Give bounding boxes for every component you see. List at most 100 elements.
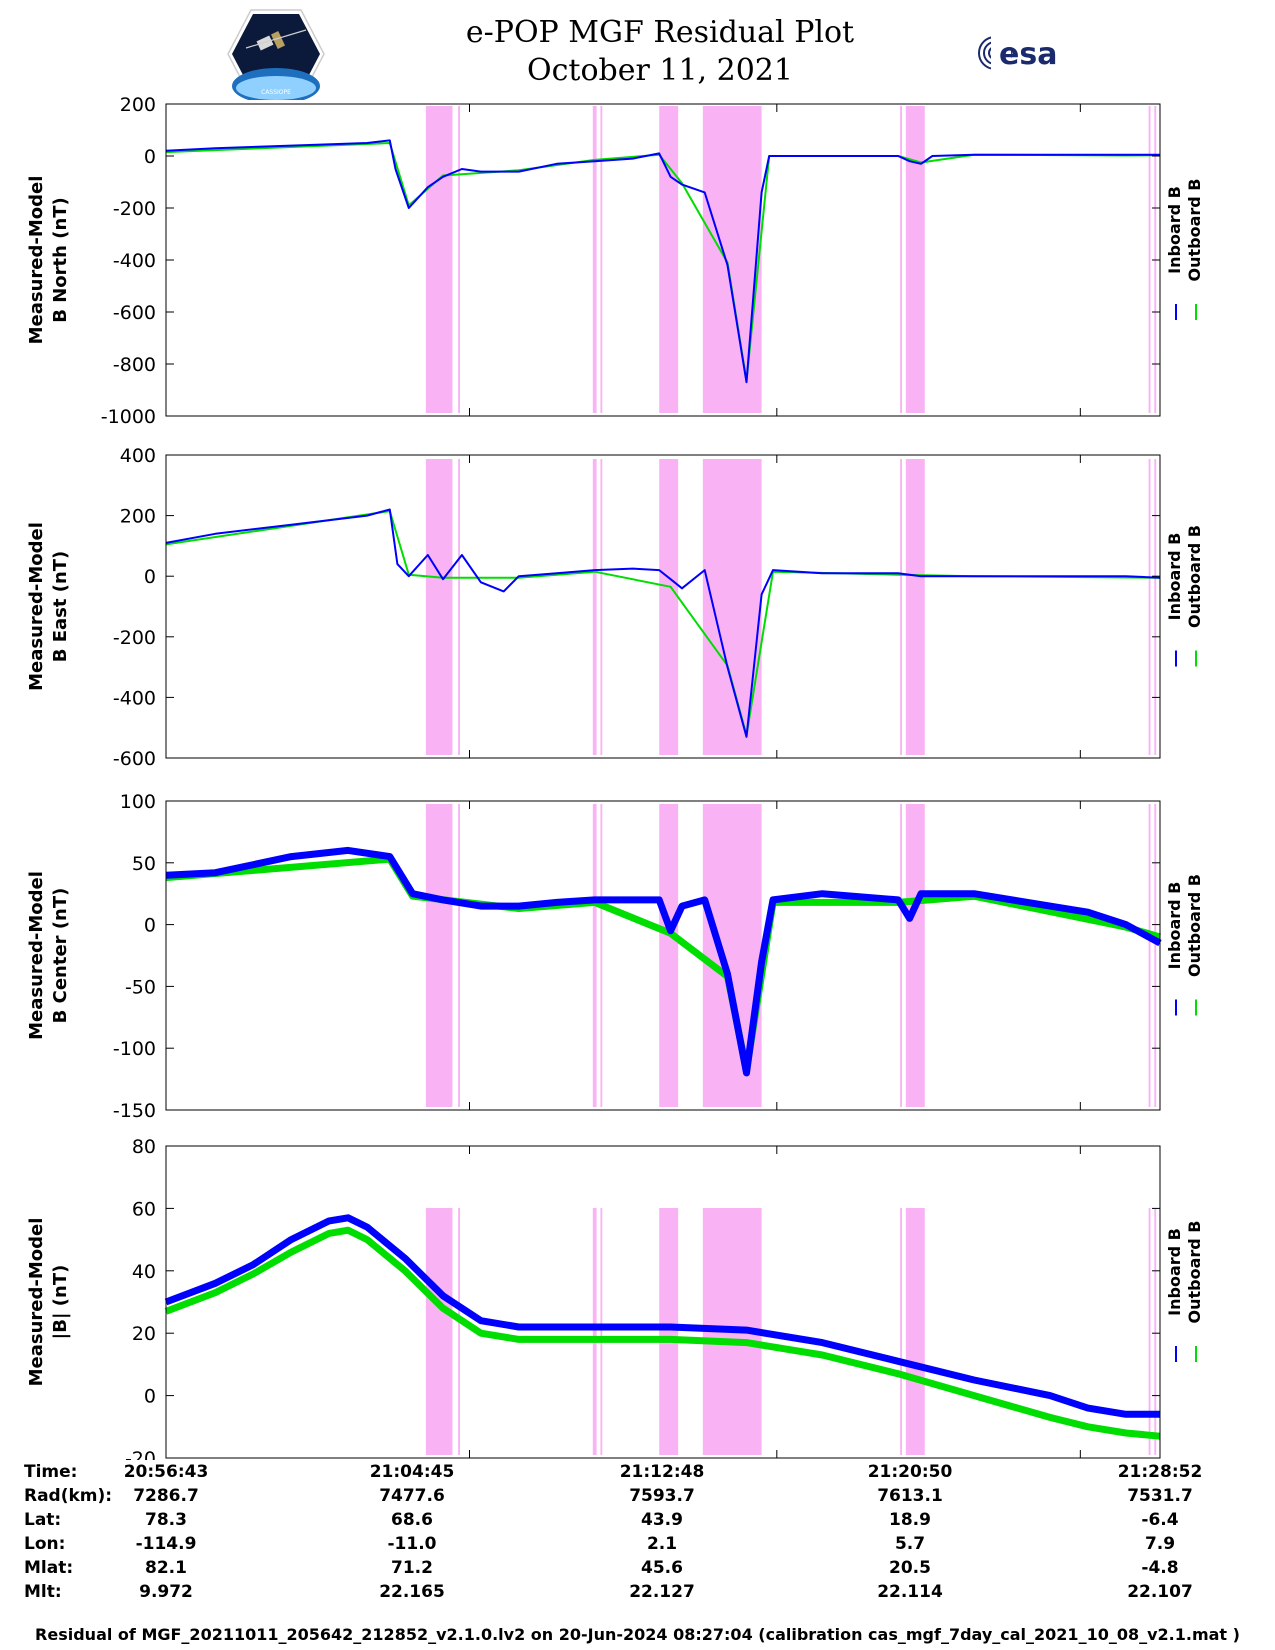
y-tick-label: 0 — [144, 915, 156, 937]
ephemeris-value: 2.1 — [646, 1534, 678, 1554]
ephemeris-value: 7613.1 — [877, 1486, 943, 1506]
ephemeris-value: -4.8 — [1141, 1558, 1179, 1578]
shaded-interval — [592, 1208, 597, 1455]
y-tick-label: 200 — [120, 94, 156, 116]
y-tick-label: 20 — [132, 1323, 156, 1345]
y-tick-label: 60 — [132, 1198, 156, 1220]
ephemeris-value: 22.107 — [1127, 1582, 1193, 1602]
plot-frame — [165, 454, 1161, 759]
ephemeris-value: 21:28:52 — [1117, 1462, 1203, 1482]
shaded-interval — [458, 106, 461, 413]
y-axis-label-line2: B East (nT) — [50, 551, 71, 663]
shaded-interval — [702, 106, 762, 413]
y-axis-label-line1: Measured-Model — [26, 1218, 47, 1387]
y-tick-label: -150 — [113, 1100, 156, 1122]
ephemeris-table: Time: 20:56:43 21:04:45 21:12:48 21:20:50 21:… — [0, 1462, 1275, 1612]
ephemeris-value: 7477.6 — [379, 1486, 445, 1506]
legend-entry-label: Outboard B — [1185, 1221, 1204, 1324]
chart-legend: Inboard B Outboard B — [1165, 525, 1204, 628]
ephemeris-value: 21:12:48 — [619, 1462, 705, 1482]
ephemeris-row: Lon: -114.9 -11.0 2.1 5.7 7.9 — [0, 1534, 1275, 1558]
shaded-interval — [592, 106, 597, 413]
ephemeris-value: 7.9 — [1144, 1534, 1176, 1554]
ephemeris-value: 20.5 — [889, 1558, 931, 1578]
ephemeris-value: 5.7 — [894, 1534, 926, 1554]
ephemeris-value: 9.972 — [139, 1582, 193, 1602]
shaded-interval — [702, 804, 762, 1107]
y-tick-label: -1000 — [101, 406, 156, 428]
y-tick-label: 200 — [120, 506, 156, 528]
ephemeris-value: 45.6 — [641, 1558, 683, 1578]
ephemeris-value: 78.3 — [145, 1510, 187, 1530]
ephemeris-label: Lon: — [24, 1534, 66, 1554]
y-axis-label-line1: Measured-Model — [26, 176, 47, 345]
y-tick-label: -50 — [125, 976, 156, 998]
inboard-series-line — [165, 508, 1161, 738]
chart-panel-3: 100 50 0 -50 -100 -150 Measured-Model B Center … — [26, 791, 1204, 1122]
shaded-interval — [900, 106, 903, 413]
shaded-interval — [659, 459, 679, 755]
shaded-interval — [458, 804, 461, 1107]
shaded-interval — [905, 459, 925, 755]
ephemeris-row: Rad(km): 7286.7 7477.6 7593.7 7613.1 7531.7 — [0, 1486, 1275, 1510]
y-tick-label: 100 — [120, 791, 156, 813]
plot-frame — [165, 800, 1161, 1111]
esa-logo-text: esa — [999, 37, 1057, 72]
shaded-interval — [458, 1208, 461, 1455]
ephemeris-row: Lat: 78.3 68.6 43.9 18.9 -6.4 — [0, 1510, 1275, 1534]
plot-frame — [165, 1145, 1161, 1459]
shaded-interval — [1148, 106, 1151, 413]
shaded-interval — [592, 459, 597, 755]
cassiope-logo-text: CASSIOPE — [261, 89, 291, 96]
legend-entry-label: Inboard B — [1165, 533, 1184, 621]
shaded-interval — [1148, 804, 1151, 1107]
ephemeris-row: Mlt: 9.972 22.165 22.127 22.114 22.107 — [0, 1582, 1275, 1606]
shaded-interval — [900, 459, 903, 755]
legend-entry-label: Outboard B — [1185, 525, 1204, 628]
shaded-interval — [600, 1208, 603, 1455]
y-tick-label: 40 — [132, 1261, 156, 1283]
shaded-interval — [425, 1208, 453, 1455]
shaded-interval — [1148, 459, 1151, 755]
ephemeris-value: 43.9 — [641, 1510, 683, 1530]
ephemeris-row: Mlat: 82.1 71.2 45.6 20.5 -4.8 — [0, 1558, 1275, 1582]
inboard-series-line — [165, 139, 1160, 384]
y-tick-label: 400 — [120, 445, 156, 467]
shaded-interval — [425, 804, 453, 1107]
shaded-interval — [905, 1208, 925, 1455]
y-axis-label-line2: |B| (nT) — [50, 1265, 71, 1340]
shaded-interval — [1154, 1208, 1157, 1455]
shaded-interval — [600, 106, 603, 413]
shaded-interval — [458, 459, 461, 755]
ephemeris-label: Lat: — [24, 1510, 62, 1530]
shaded-interval — [659, 1208, 679, 1455]
y-tick-label: -200 — [113, 627, 156, 649]
ephemeris-value: 7593.7 — [629, 1486, 695, 1506]
inboard-series-line — [165, 846, 1162, 1077]
chart-legend: Inboard B Outboard B — [1165, 1221, 1204, 1324]
shaded-interval — [900, 1208, 903, 1455]
ephemeris-value: 20:56:43 — [123, 1462, 209, 1482]
shaded-interval — [600, 804, 603, 1107]
ephemeris-label: Time: — [24, 1462, 78, 1482]
esa-logo: esa — [978, 35, 1057, 72]
ephemeris-value: -11.0 — [387, 1534, 437, 1554]
y-axis-label-line1: Measured-Model — [26, 522, 47, 691]
y-tick-label: -800 — [113, 354, 156, 376]
plot-title: e-POP MGF Residual Plot — [465, 15, 855, 50]
y-axis-label-line2: B Center (nT) — [50, 888, 71, 1024]
y-tick-label: -400 — [113, 250, 156, 272]
y-tick-label: -400 — [113, 687, 156, 709]
chart-panel-1: 200 0 -200 -400 -600 -800 -1000 Measured-Model B… — [26, 94, 1204, 428]
y-axis-label: Measured-Model B Center (nT) — [26, 871, 71, 1040]
inboard-series-line — [164, 1214, 1160, 1418]
ephemeris-value: -114.9 — [135, 1534, 197, 1554]
shaded-interval — [905, 106, 925, 413]
legend-entry-label: Outboard B — [1185, 874, 1204, 977]
chart-panel-4: 80 60 40 20 0 -20 Measured-Model |B| (nT) Inboar… — [26, 1136, 1204, 1460]
chart-panel-2: 400 200 0 -200 -400 -600 Measured-Model B East … — [26, 445, 1204, 770]
ephemeris-label: Rad(km): — [24, 1486, 113, 1506]
cassiope-mission-logo: CASSIOPE — [227, 9, 325, 100]
y-axis-label: Measured-Model B East (nT) — [26, 522, 71, 691]
